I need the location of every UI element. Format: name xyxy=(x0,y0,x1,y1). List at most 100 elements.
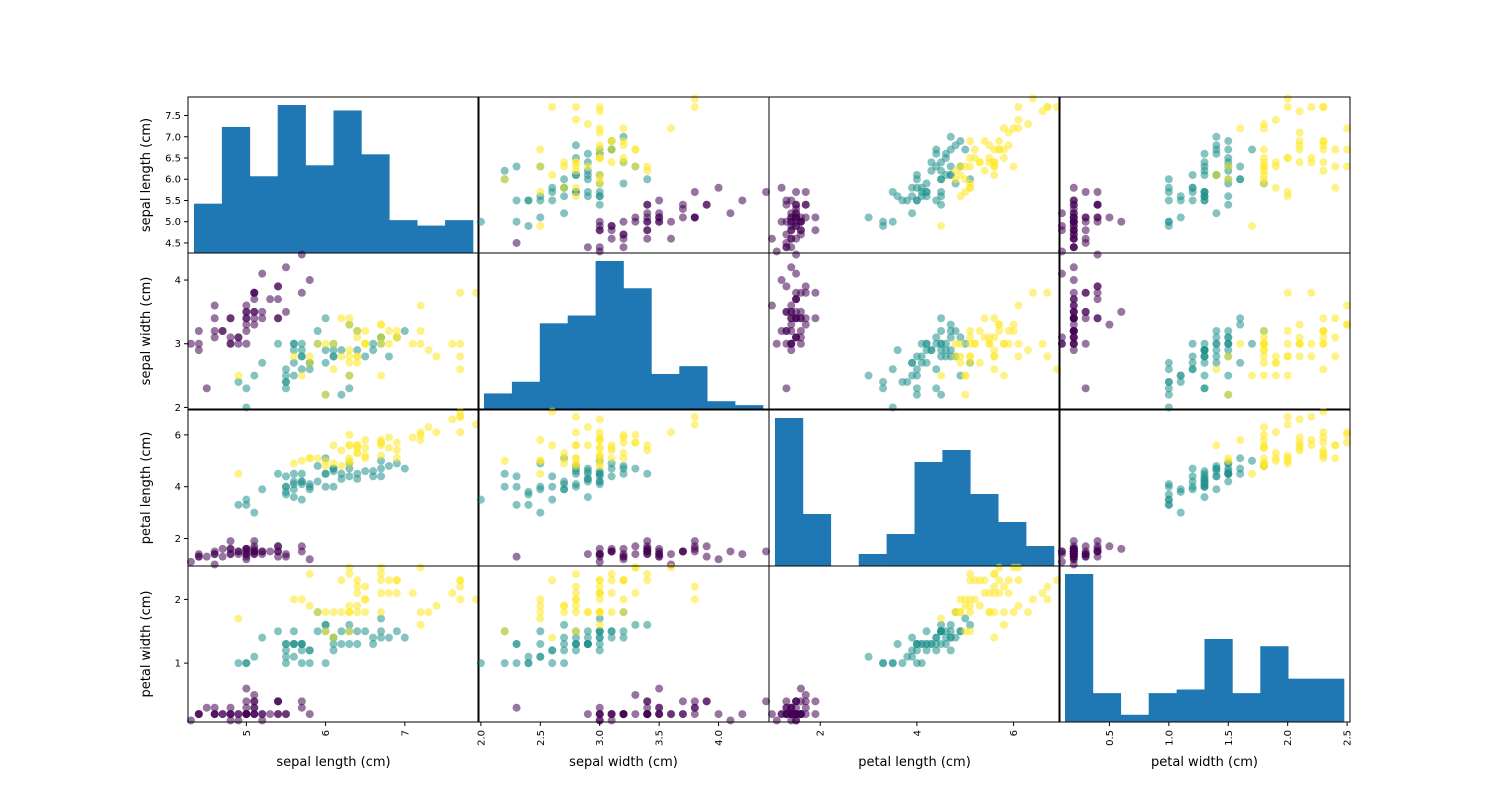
scatter-point xyxy=(234,547,243,556)
scatter-point xyxy=(1188,339,1197,348)
panel-sepal-width-vs-sepal-width xyxy=(477,252,770,410)
scatter-point xyxy=(1343,301,1352,310)
scatter-point xyxy=(595,550,604,559)
scatter-point xyxy=(500,166,509,175)
scatter-point xyxy=(329,608,338,617)
scatter-point xyxy=(313,627,322,636)
x-axis-label: sepal length (cm) xyxy=(276,755,390,770)
scatter-point xyxy=(583,640,592,648)
scatter-point xyxy=(337,474,346,483)
scatter-point xyxy=(536,469,545,478)
scatter-point xyxy=(607,464,616,473)
scatter-point xyxy=(619,627,628,636)
scatter-point xyxy=(1069,243,1078,252)
scatter-point xyxy=(796,288,805,297)
histogram-bar xyxy=(735,405,764,409)
scatter-point xyxy=(583,441,592,450)
scatter-point xyxy=(1009,320,1018,329)
scatter-point xyxy=(1295,158,1304,167)
scatter-point xyxy=(1236,469,1245,478)
scatter-point xyxy=(1283,154,1292,163)
x-tick-label: 0.5 xyxy=(1105,730,1116,746)
scatter-point xyxy=(702,200,711,209)
histogram-bar xyxy=(802,514,832,566)
scatter-point xyxy=(194,552,203,561)
scatter-point xyxy=(1319,103,1328,112)
scatter-point xyxy=(1069,327,1078,335)
histogram-bar xyxy=(1120,714,1149,722)
scatter-point xyxy=(655,703,664,712)
scatter-point xyxy=(990,346,999,355)
scatter-point xyxy=(536,187,545,196)
scatter-point xyxy=(313,327,322,335)
scatter-point xyxy=(702,542,711,551)
scatter-point xyxy=(995,576,1004,585)
scatter-point xyxy=(1014,103,1023,112)
scatter-point xyxy=(476,217,485,226)
histogram-bar xyxy=(511,381,541,409)
scatter-point xyxy=(1319,339,1328,348)
scatter-point xyxy=(353,333,362,342)
scatter-point xyxy=(643,703,652,712)
scatter-point xyxy=(937,352,946,361)
histogram-bar xyxy=(970,494,999,566)
scatter-point xyxy=(1028,595,1037,604)
scatter-point xyxy=(377,339,386,348)
scatter-point xyxy=(655,684,664,693)
scatter-point xyxy=(536,456,545,465)
scatter-point xyxy=(512,238,521,247)
scatter-point xyxy=(1307,339,1316,348)
scatter-point xyxy=(951,352,960,361)
scatter-point xyxy=(1200,493,1209,502)
scatter-point xyxy=(297,542,306,551)
scatter-point xyxy=(512,552,521,561)
x-axis-label: sepal width (cm) xyxy=(569,755,678,770)
scatter-point xyxy=(384,576,393,585)
scatter-point xyxy=(595,200,604,209)
scatter-point xyxy=(500,482,509,491)
scatter-point xyxy=(980,333,989,342)
scatter-point xyxy=(305,659,314,668)
scatter-point xyxy=(1176,196,1185,205)
scatter-point xyxy=(548,646,557,655)
x-tick-label: 3.5 xyxy=(655,730,666,746)
scatter-point xyxy=(512,482,521,491)
scatter-point xyxy=(361,608,370,617)
scatter-point xyxy=(210,301,219,310)
scatter-point xyxy=(281,472,290,481)
scatter-point xyxy=(242,320,251,329)
scatter-point xyxy=(970,154,979,163)
scatter-point xyxy=(424,423,433,432)
scatter-point xyxy=(456,595,465,604)
scatter-point xyxy=(1200,339,1209,348)
scatter-point xyxy=(631,438,640,447)
scatter-point xyxy=(595,443,604,452)
scatter-point xyxy=(1212,333,1221,342)
scatter-point xyxy=(937,371,946,380)
scatter-point xyxy=(353,582,362,591)
scatter-point xyxy=(1057,209,1066,218)
scatter-point xyxy=(548,576,557,585)
scatter-point xyxy=(631,145,640,154)
scatter-point xyxy=(1283,94,1292,103)
y-axis-label: sepal length (cm) xyxy=(139,118,154,232)
scatter-point xyxy=(392,454,401,463)
scatter-point xyxy=(250,690,259,699)
scatter-point xyxy=(631,430,640,439)
histogram-bar xyxy=(1288,678,1317,722)
scatter-point xyxy=(1319,333,1328,342)
scatter-point xyxy=(1176,487,1185,496)
scatter-point xyxy=(762,697,771,706)
scatter-point xyxy=(777,276,786,285)
y-axis-label: sepal width (cm) xyxy=(139,277,154,386)
scatter-point xyxy=(1259,327,1268,335)
scatter-point xyxy=(1038,589,1047,598)
scatter-point xyxy=(416,436,425,445)
scatter-point xyxy=(607,441,616,450)
scatter-point xyxy=(879,659,888,668)
scatter-point xyxy=(448,589,457,598)
scatter-point xyxy=(792,333,801,342)
scatter-point xyxy=(811,710,820,719)
scatter-point xyxy=(242,500,251,509)
scatter-point xyxy=(1093,213,1102,222)
